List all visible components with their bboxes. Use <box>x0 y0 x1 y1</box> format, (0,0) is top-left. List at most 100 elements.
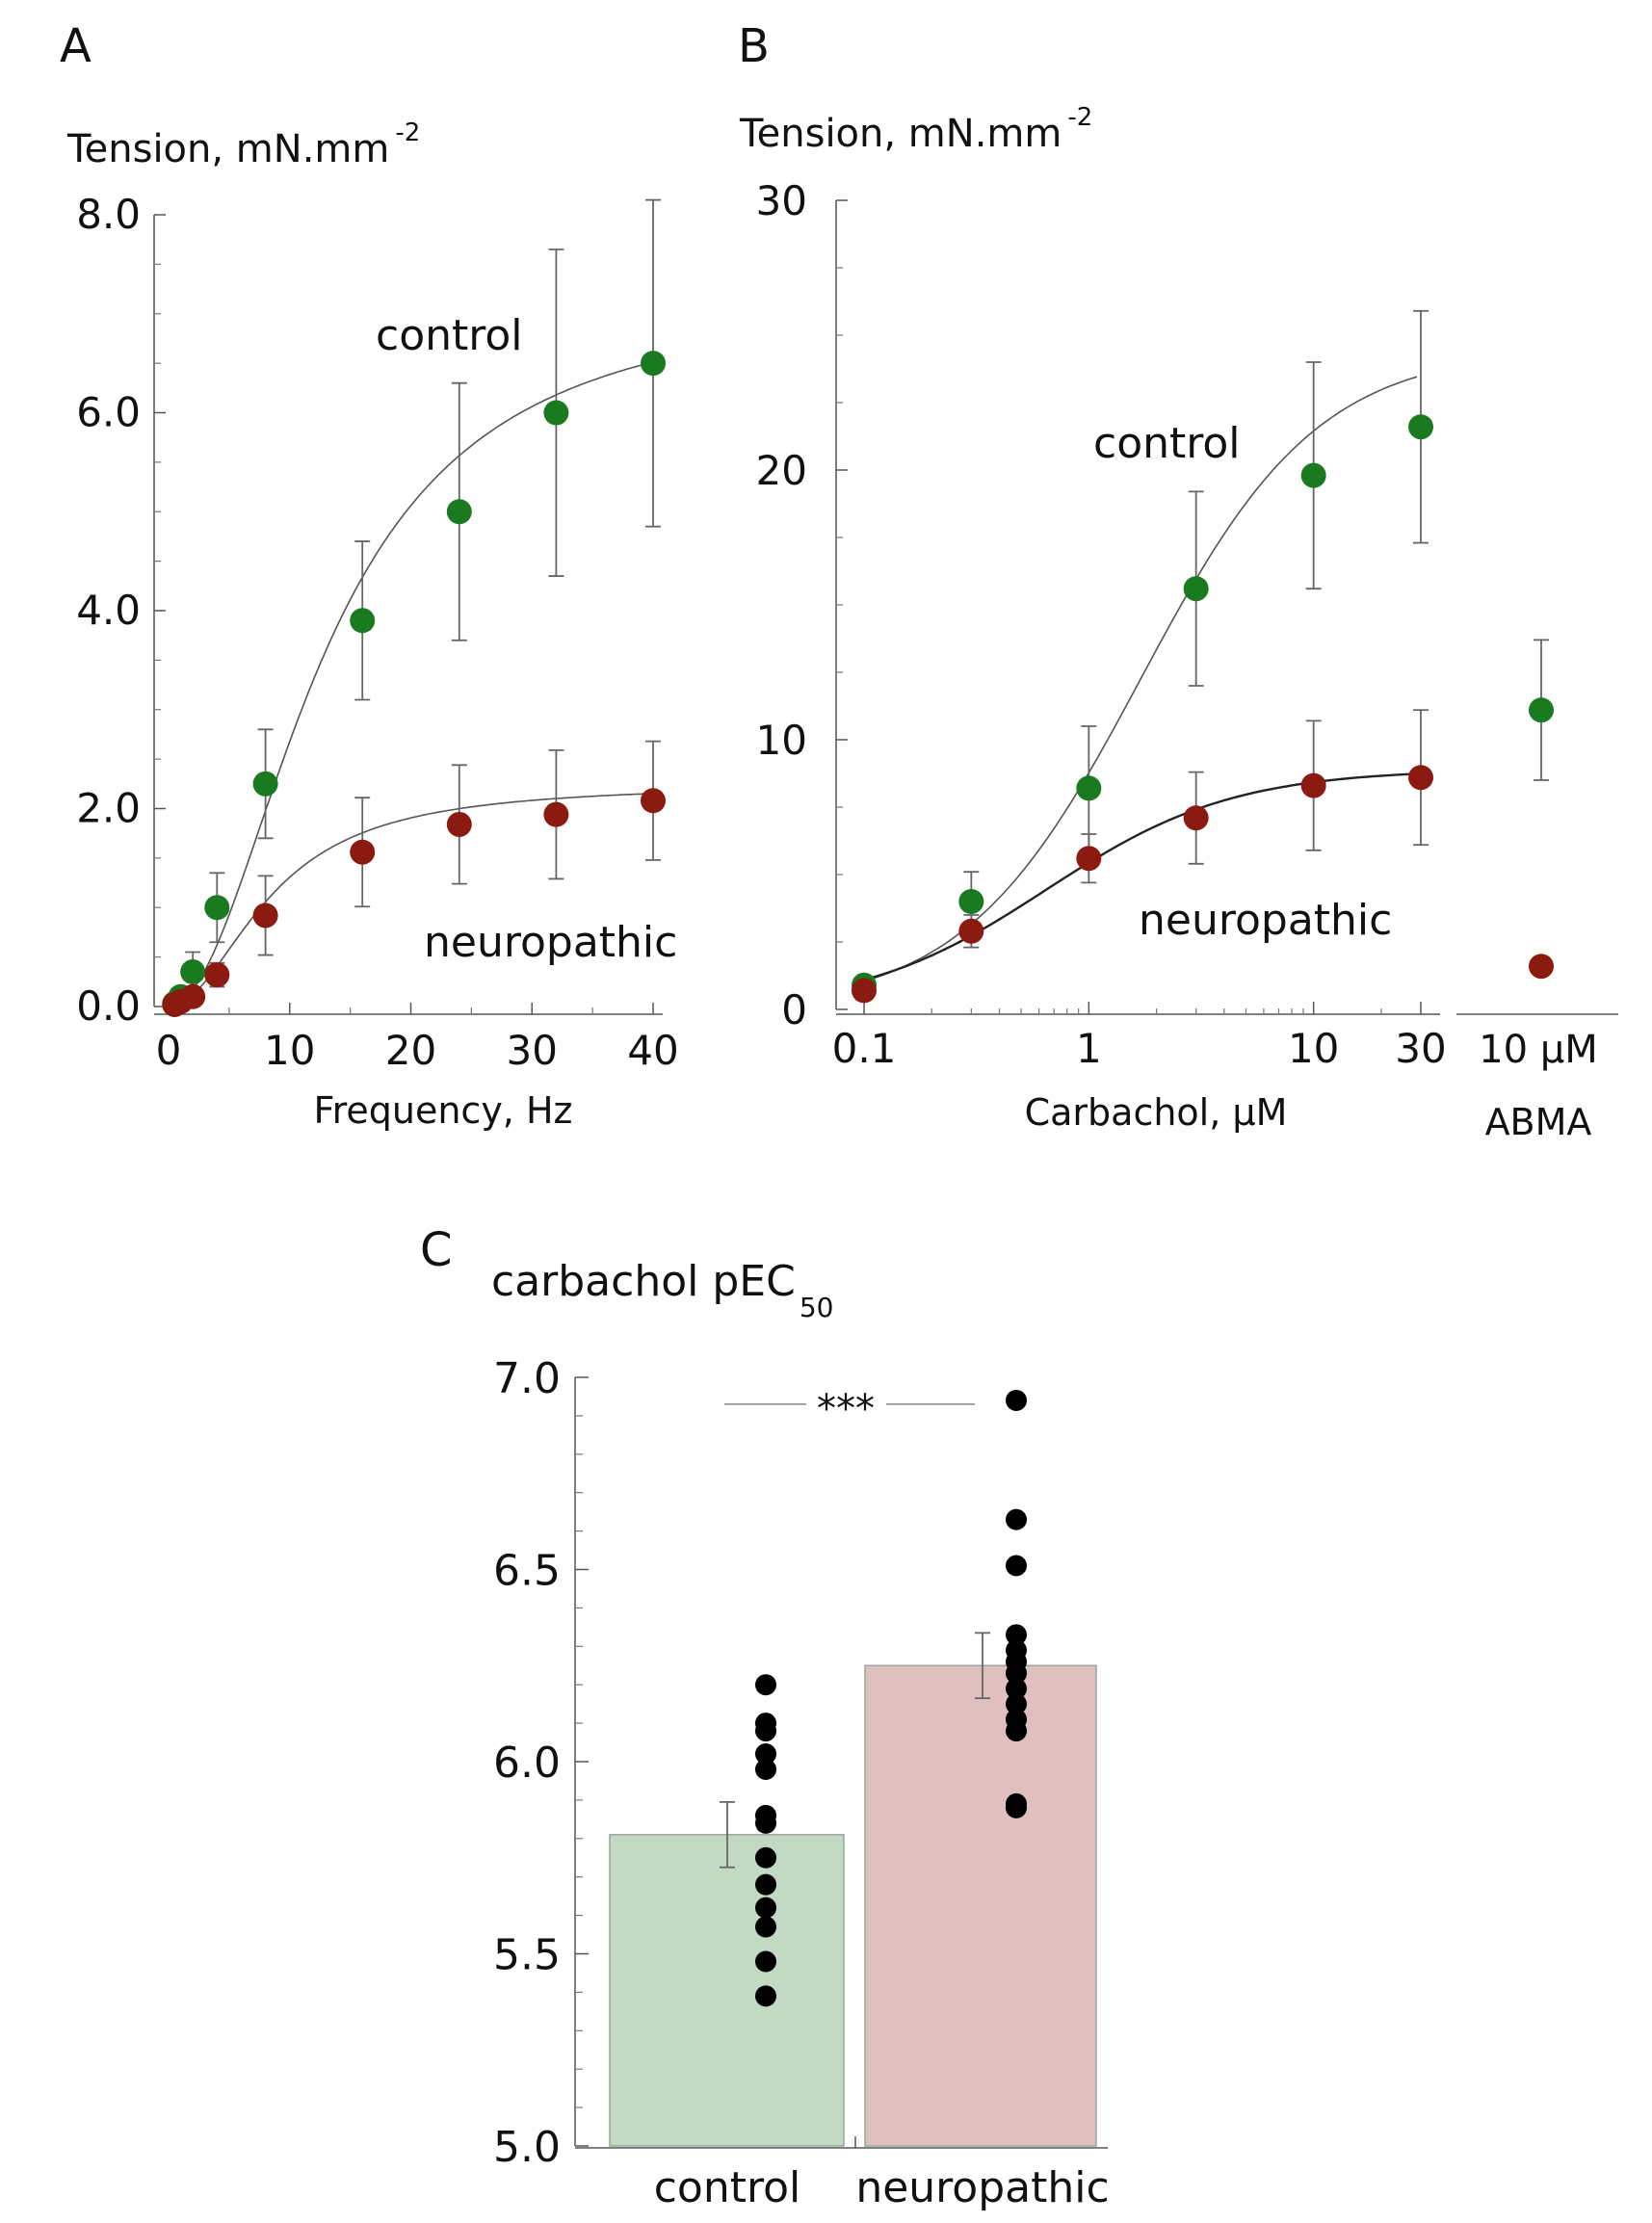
control-point <box>180 959 206 985</box>
neuropathic-point <box>252 902 278 928</box>
y-tick-label: 6.5 <box>493 1547 561 1596</box>
neuropathic-point <box>1183 805 1209 831</box>
panel-b: B Tension, mN.mm -2 Carbachol, µM 0 10 20 30… <box>738 19 1618 1143</box>
data-point <box>1006 1693 1027 1715</box>
control-fit-curve <box>863 376 1418 982</box>
x-tick-label: 0.1 <box>832 1025 897 1072</box>
neuropathic-point <box>350 839 376 865</box>
panel-b-points <box>852 309 1554 1004</box>
abma-label-top: 10 µM <box>1479 1028 1598 1072</box>
data-point <box>755 1873 776 1896</box>
panel-letter-a: A <box>60 19 92 73</box>
data-point <box>1006 1555 1027 1577</box>
y-tick-label: 5.5 <box>493 1931 561 1980</box>
data-point <box>755 1950 776 1973</box>
control-point <box>350 608 376 634</box>
abma-label-bottom: ABMA <box>1485 1101 1592 1143</box>
significance-marker: *** <box>817 1387 875 1431</box>
data-point <box>755 1896 776 1919</box>
panel-c: C carbachol pEC50 5.0 5.5 6.0 6.5 7.0 contro… <box>420 1223 1110 2212</box>
control-category-label: control <box>654 2163 801 2212</box>
neuropathic-fit-curve <box>863 772 1418 981</box>
control-point <box>1300 462 1326 488</box>
data-point <box>755 1743 776 1765</box>
panel-c-axes: 5.0 5.5 6.0 6.5 7.0 <box>493 1354 1108 2172</box>
panel-a-neuropathic-label: neuropathic <box>424 918 677 967</box>
control-point <box>958 889 984 914</box>
panel-b-axes: 0 10 20 30 0.1 1 10 30 <box>756 177 1618 1072</box>
control-point <box>1183 576 1209 602</box>
data-point <box>755 1846 776 1869</box>
y-tick-label: 0.0 <box>76 982 141 1030</box>
control-fit-curve <box>171 361 651 1007</box>
y-tick-label: 0 <box>781 986 807 1033</box>
data-point <box>755 1758 776 1780</box>
panel-b-ylabel: Tension, mN.mm -2 <box>739 103 1092 156</box>
data-point <box>755 1916 776 1938</box>
y-tick-label: 2.0 <box>76 785 141 832</box>
panel-c-points: *** <box>724 1387 1027 2007</box>
x-tick-label: 10 <box>264 1027 315 1074</box>
data-point <box>1006 1662 1027 1685</box>
neuropathic-point <box>543 801 569 827</box>
panel-a-xlabel: Frequency, Hz <box>314 1089 573 1132</box>
panel-a-points <box>162 198 666 1017</box>
x-tick-label: 40 <box>627 1027 678 1074</box>
control-point <box>252 771 278 797</box>
neuropathic-point <box>852 978 877 1004</box>
data-point <box>1006 1678 1027 1700</box>
y-tick-label: 7.0 <box>493 1354 561 1403</box>
neuropathic-point <box>1408 765 1433 791</box>
neuropathic-point <box>446 811 472 837</box>
panel-b-neuropathic-label: neuropathic <box>1139 896 1392 945</box>
x-tick-label: 0 <box>156 1027 182 1074</box>
panel-letter-b: B <box>738 19 770 73</box>
control-point <box>1408 414 1433 440</box>
y-tick-label: 8.0 <box>76 191 141 238</box>
neuropathic-point <box>958 918 984 944</box>
neuropathic-point <box>180 983 206 1009</box>
data-point <box>755 1720 776 1742</box>
y-tick-label: 5.0 <box>493 2123 561 2172</box>
neuropathic-fit-curve <box>171 793 651 1007</box>
panel-c-ylabel: carbachol pEC50 <box>491 1257 833 1323</box>
panel-b-control-label: control <box>1093 419 1241 468</box>
panel-a: A Tension, mN.mm -2 Frequency, Hz 0.0 2.0 4… <box>60 19 679 1132</box>
control-point <box>204 895 230 921</box>
y-tick-label: 20 <box>756 447 807 494</box>
x-tick-label: 30 <box>1395 1025 1446 1072</box>
neuropathic-point <box>204 962 230 988</box>
panel-a-control-label: control <box>376 311 523 360</box>
data-point <box>755 1812 776 1834</box>
data-point <box>1006 1624 1027 1646</box>
data-point <box>755 1985 776 2007</box>
panel-letter-c: C <box>420 1223 453 1277</box>
panel-a-ylabel: Tension, mN.mm -2 <box>66 118 420 171</box>
neuropathic-bar <box>864 1664 1097 2147</box>
data-point <box>1006 1796 1027 1818</box>
control-point <box>1076 775 1102 801</box>
x-tick-label: 10 <box>1288 1025 1339 1072</box>
panel-a-fit-curves <box>171 361 651 1007</box>
data-point <box>1006 1389 1027 1411</box>
y-tick-label: 6.0 <box>76 389 141 436</box>
panel-c-bars: control neuropathic <box>609 1632 1110 2212</box>
neuropathic-point <box>1076 846 1102 872</box>
data-point <box>1006 1508 1027 1530</box>
control-point <box>641 351 666 377</box>
data-point <box>1006 1720 1027 1742</box>
panel-a-axes: 0.0 2.0 4.0 6.0 8.0 0 10 20 30 40 <box>76 191 679 1074</box>
y-tick-label: 10 <box>756 717 807 764</box>
abma-control-point <box>1529 697 1554 723</box>
neuropathic-point <box>1300 772 1326 798</box>
abma-neuropathic-point <box>1529 954 1554 980</box>
control-point <box>446 499 472 525</box>
y-tick-label: 4.0 <box>76 587 141 634</box>
panel-b-xlabel: Carbachol, µM <box>1025 1091 1288 1134</box>
control-point <box>543 400 569 426</box>
neuropathic-point <box>641 788 666 814</box>
y-tick-label: 30 <box>756 177 807 224</box>
x-tick-label: 1 <box>1076 1025 1102 1072</box>
neuropathic-category-label: neuropathic <box>855 2163 1109 2212</box>
